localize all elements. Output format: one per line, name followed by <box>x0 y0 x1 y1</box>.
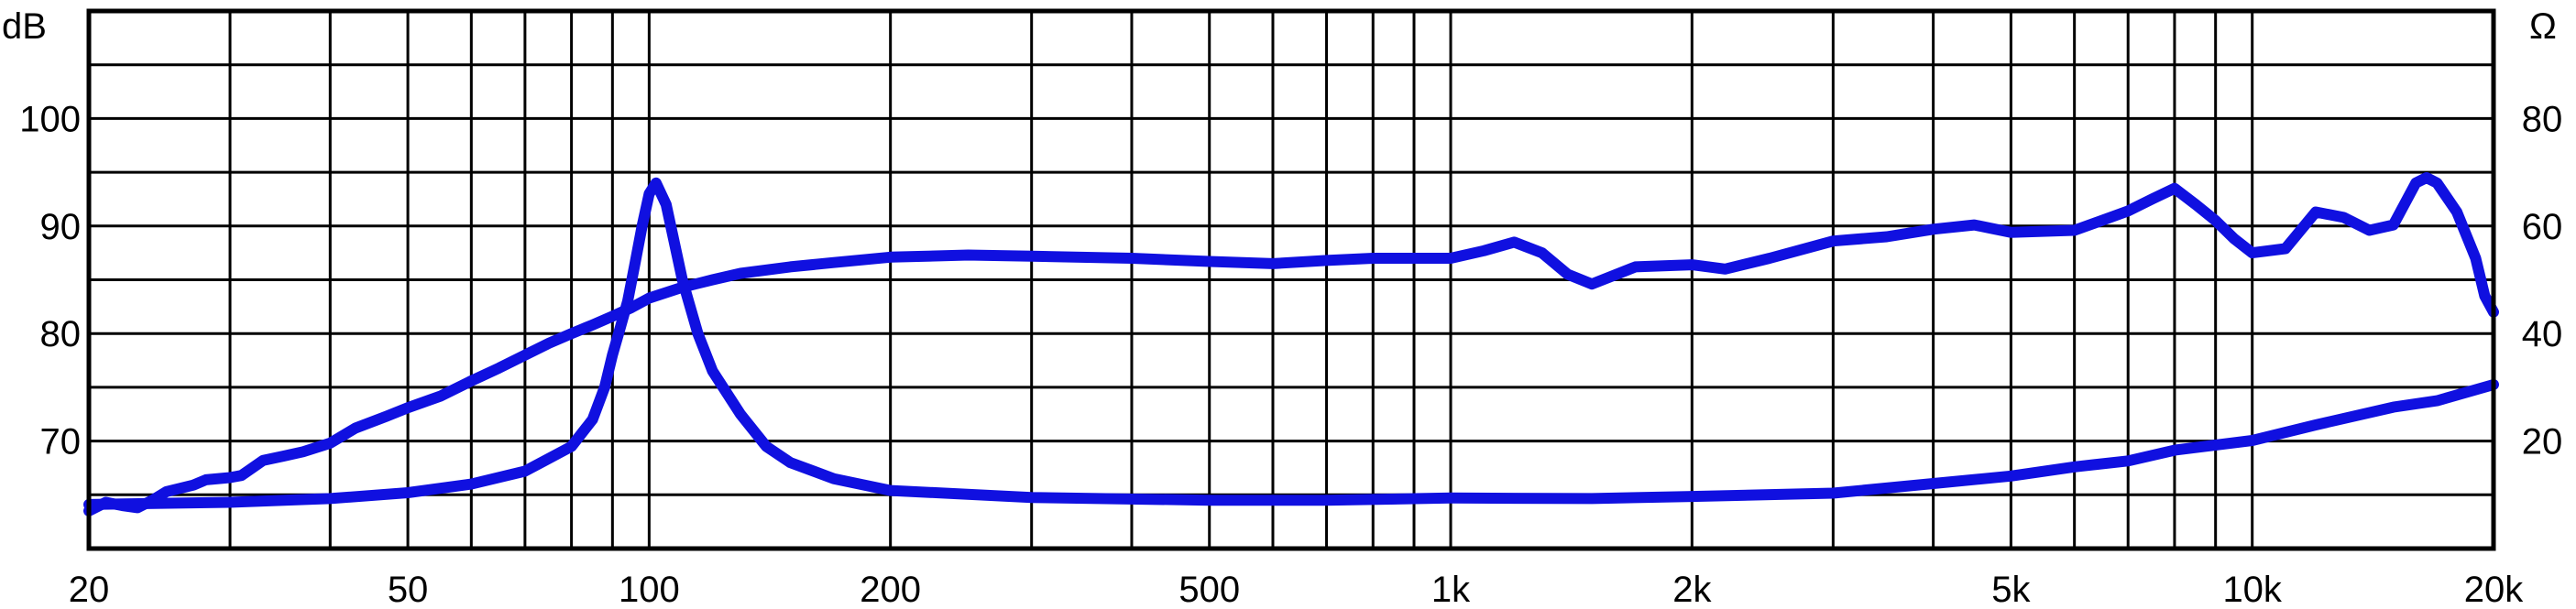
x-tick-label: 10k <box>2222 570 2282 609</box>
x-tick-label: 5k <box>1991 570 2031 609</box>
x-tick-label: 50 <box>388 570 429 609</box>
grid <box>87 9 2495 550</box>
y-left-tick-label: 70 <box>40 422 82 462</box>
x-tick-label: 20 <box>69 570 110 609</box>
y-right-tick-label: 60 <box>2522 207 2563 247</box>
x-tick-label: 1k <box>1431 570 1471 609</box>
y-axis-right-label: Ω <box>2529 6 2557 47</box>
plot-frame <box>86 8 2496 551</box>
y-left-tick-label: 90 <box>40 207 82 247</box>
y-axis-left-label: dB <box>2 6 47 47</box>
series-group <box>83 172 2499 517</box>
x-tick-label: 2k <box>1672 570 1712 609</box>
x-tick-label: 20k <box>2464 570 2524 609</box>
x-tick-label: 500 <box>1178 570 1240 609</box>
x-tick-label: 100 <box>619 570 680 609</box>
impedance-series-line <box>83 177 2499 510</box>
y-left-tick-label: 100 <box>19 99 81 139</box>
spl-series-line <box>83 172 2499 517</box>
tick-labels: 20 50 100 200 500 1k 2k 5k 10k 20k 70 80 90 100 20 40 60… <box>19 99 2562 609</box>
x-tick-label: 200 <box>860 570 921 609</box>
y-right-tick-label: 80 <box>2522 99 2563 139</box>
y-right-tick-label: 20 <box>2522 422 2563 462</box>
y-left-tick-label: 80 <box>40 314 82 354</box>
y-right-tick-label: 40 <box>2522 314 2563 354</box>
